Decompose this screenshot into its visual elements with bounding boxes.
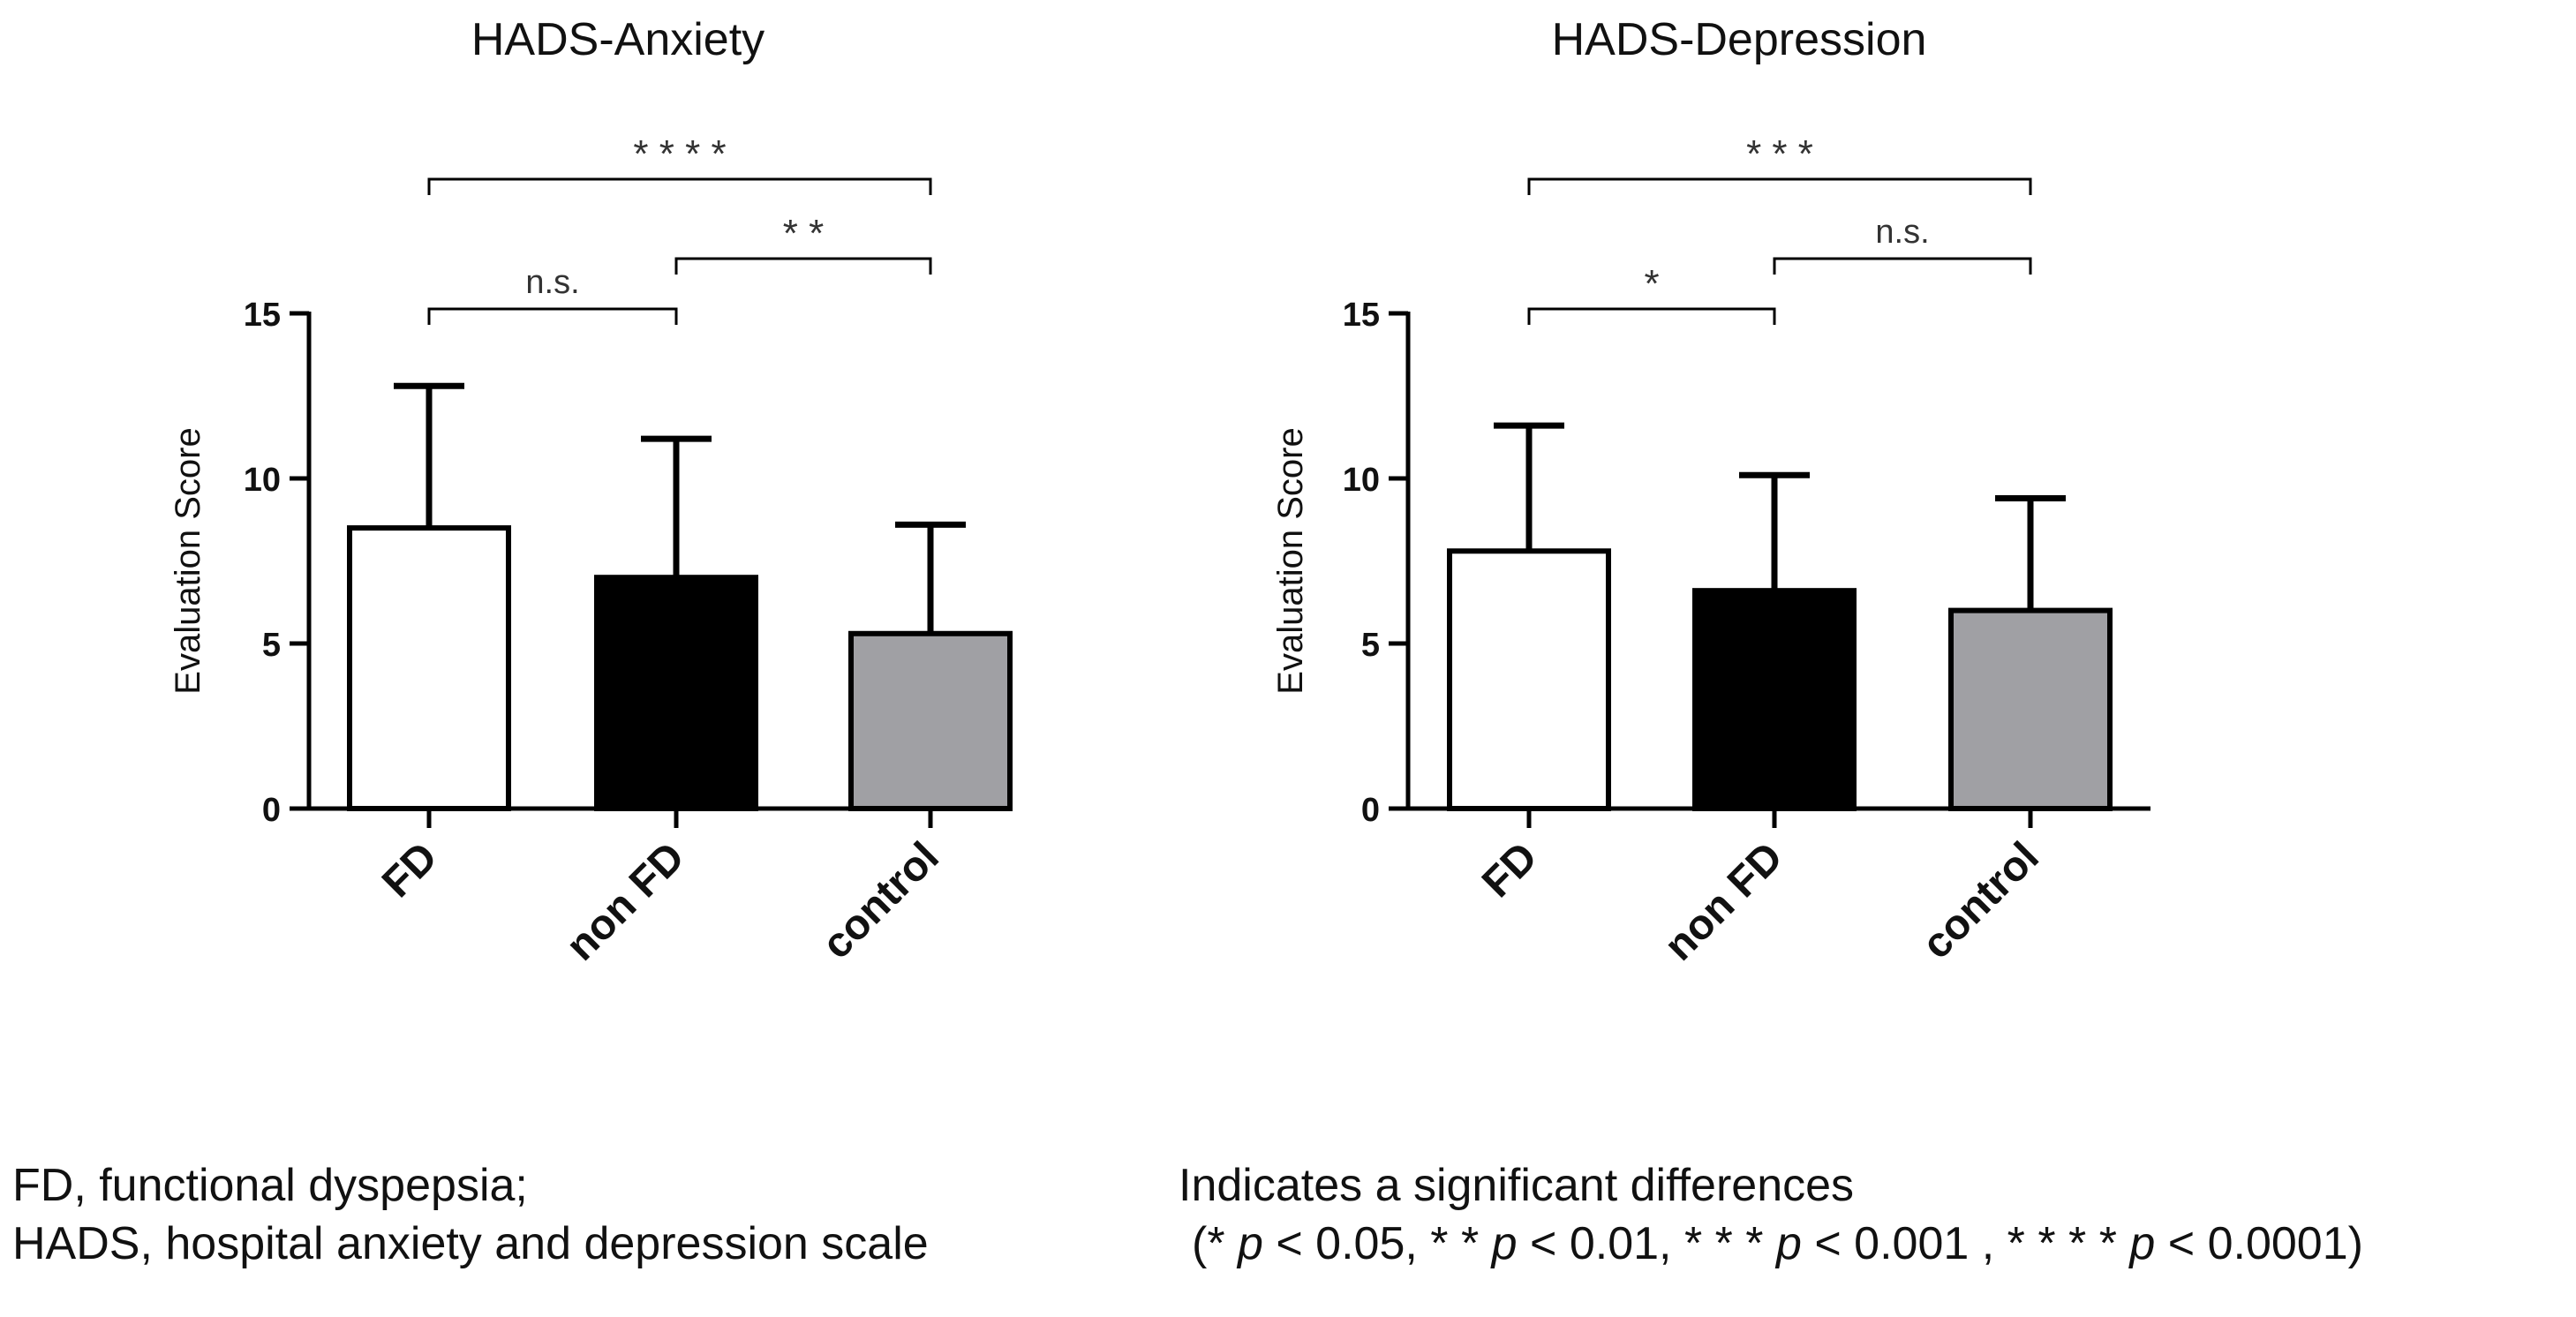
footnote-left-line1: FD, functional dyspepsia; [12,1160,528,1211]
chart-title-1: HADS-Depression [1552,14,1927,65]
significance-label-0-1: * * [783,212,824,255]
significance-label-1-1: n.s. [1875,214,1929,251]
fn-t4: < 0.0001) [2155,1218,2363,1269]
bar-0-2 [848,630,1013,812]
significance-bracket-1-2 [1527,177,2032,195]
significance-bracket-1-0 [1527,307,1776,325]
significance-bracket-0-0 [427,307,678,325]
footnote-left-line2: HADS, hospital anxiety and depression sc… [12,1218,929,1269]
x-tick-label-0-1: non FD [557,833,693,969]
x-tick-label-1-2: control [1913,833,2047,967]
y-axis-label-0: Evaluation Score [169,427,207,694]
significance-label-1-2: * * * [1746,132,1813,176]
bar-0-0 [347,525,511,811]
significance-bracket-0-1 [674,257,932,275]
significance-bracket-0-2 [427,177,932,195]
y-axis-label-1: Evaluation Score [1271,427,1310,694]
fn-p1: p [1238,1218,1263,1269]
fn-p3: p [1776,1218,1802,1269]
x-tick-label-0-2: control [813,833,947,967]
chart-title-0: HADS-Anxiety [471,14,765,65]
y-tick-label-1-0: 0 [1361,792,1380,829]
fn-t2: < 0.01, * * * [1517,1218,1776,1269]
bar-1-1 [1692,588,1857,811]
y-tick-label-0-2: 10 [244,462,281,499]
bar-0-1 [594,575,758,811]
y-tick-label-0-0: 0 [262,792,281,829]
footnote-right-line2: (* p < 0.05, * * p < 0.01, * * * p < 0.0… [1192,1215,2363,1273]
significance-label-0-2: * * * * [633,132,726,176]
significance-label-1-0: * [1644,262,1659,305]
x-tick-label-0-0: FD [373,833,447,907]
x-tick-label-1-0: FD [1473,833,1547,907]
significance-label-0-0: n.s. [525,264,579,301]
fn-t1: < 0.05, * * [1262,1218,1492,1269]
fn-open: (* [1192,1218,1238,1269]
y-tick-label-1-1: 5 [1361,627,1380,664]
fn-p4: p [2129,1218,2156,1269]
fn-p2: p [1491,1218,1518,1269]
significance-bracket-1-1 [1773,257,2032,275]
y-tick-label-1-3: 15 [1343,297,1380,334]
bar-1-0 [1447,548,1611,812]
y-tick-label-1-2: 10 [1343,462,1380,499]
y-tick-label-0-3: 15 [244,297,281,334]
y-tick-label-0-1: 5 [262,627,281,664]
footnote-right-line1: Indicates a significant differences [1179,1160,1855,1211]
bar-1-2 [1948,607,2113,811]
fn-t3: < 0.001 , * * * * [1801,1218,2130,1269]
x-tick-label-1-1: non FD [1655,833,1791,969]
